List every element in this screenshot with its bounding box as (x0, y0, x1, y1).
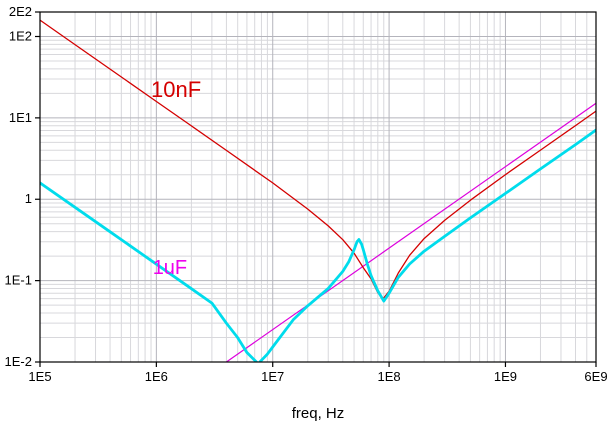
grid-minor (40, 11, 597, 362)
x-tick-label: 1E6 (145, 369, 168, 384)
y-tick-label: 2E2 (9, 4, 32, 19)
curve-label-1uF: 1uF (153, 257, 187, 279)
x-tick-label: 1E5 (28, 369, 51, 384)
axis-ticks: 1E5 1E6 1E7 1E8 1E9 6E9 1E-2 1E-1 1 1E1 1E2 2E2 (5, 4, 608, 384)
x-tick-label: 6E9 (584, 369, 607, 384)
y-tick-label: 1E1 (9, 110, 32, 125)
x-axis-title: freq, Hz (292, 405, 345, 422)
series-10nF (40, 19, 596, 300)
x-tick-label: 1E7 (261, 369, 284, 384)
y-tick-label: 1E-2 (5, 354, 32, 369)
series-1uF (40, 128, 596, 362)
series-group (40, 19, 596, 362)
y-tick-label: 1E2 (9, 28, 32, 43)
y-tick-label: 1 (25, 191, 32, 206)
x-tick-label: 1E9 (494, 369, 517, 384)
plot-frame (39, 11, 597, 363)
y-tick-label: 1E-1 (5, 273, 32, 288)
x-tick-label: 1E8 (378, 369, 401, 384)
curve-label-10nF: 10nF (151, 77, 201, 102)
series-esl-line (225, 102, 596, 362)
